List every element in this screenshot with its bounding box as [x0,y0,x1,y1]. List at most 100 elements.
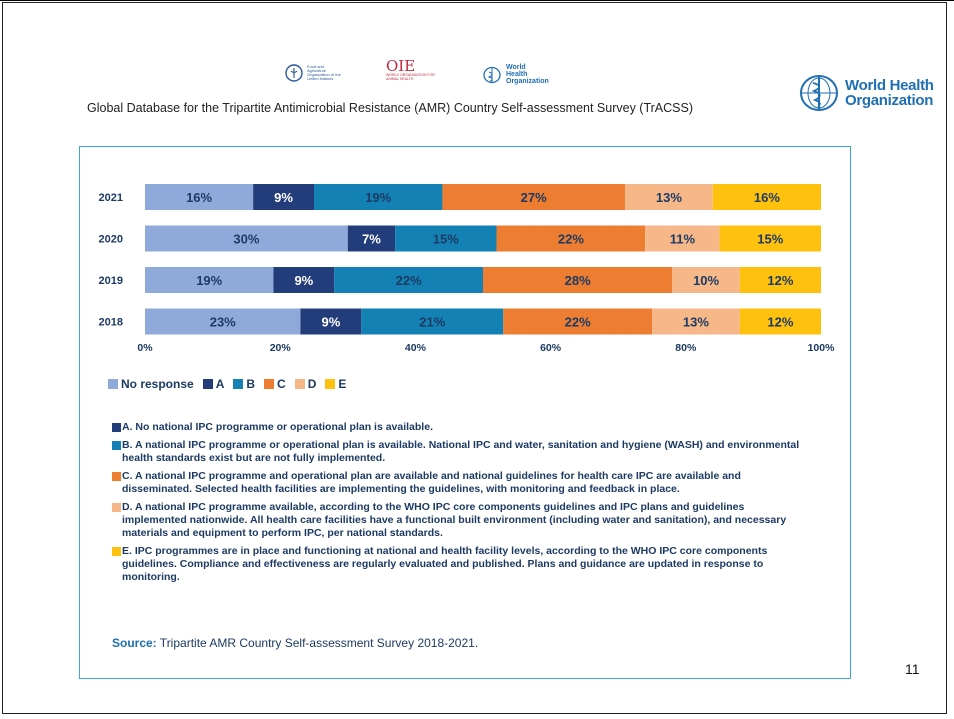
definition-swatch [112,441,121,450]
legend-label: A [215,377,225,391]
definition-b: B. A national IPC programme or operation… [112,439,802,465]
data-label-2020-b: 15% [433,232,459,247]
bar-2020-a [347,225,396,252]
legend-item: C [264,377,286,391]
bar-2019-no-response [145,267,274,293]
legend-swatch [325,379,336,389]
chart-legend: No response A B C D E [108,377,355,391]
bar-2018-no-response [145,308,301,335]
definition-d: D. A national IPC programme available, a… [112,501,802,540]
who-small-logo: World Health Organization [482,64,549,85]
bar-2021-a [253,184,314,210]
oie-logo-text: WORLD ORGANISATION FOR ANIMAL HEALTH [386,73,435,81]
data-label-2018-b: 21% [419,315,445,330]
legend-swatch [202,379,213,389]
data-label-2019-no-response: 19% [196,273,222,288]
bar-2021-c [442,184,625,210]
definition-swatch [112,547,121,556]
legend-swatch [294,379,305,389]
legend-item: No response [108,377,194,391]
bar-2018-b [361,308,504,335]
bar-2021-d [624,184,713,210]
bar-2019-b [334,267,483,293]
who-logo-line2: Organization [845,92,934,109]
fao-logo-text: Food and Agriculture Organization of the… [307,64,341,81]
legend-item: A [202,377,225,391]
who-emblem-icon [800,75,838,111]
bar-2020-d [645,225,720,252]
category-label-2019: 2019 [99,275,123,287]
bar-2018-d [652,308,740,335]
data-label-2019-c: 28% [565,273,591,288]
data-label-2020-c: 22% [558,232,584,247]
definition-swatch [112,503,121,512]
data-label-2018-no-response: 23% [210,315,236,330]
category-label-2021: 2021 [99,192,123,204]
page-title: Global Database for the Tripartite Antim… [87,101,693,115]
legend-item: B [233,377,255,391]
top-edge-line [0,0,954,1]
definition-text: E. IPC programmes are in place and funct… [122,545,768,583]
fao-emblem-icon [285,64,303,82]
legend-item: D [294,377,316,391]
x-tick-label: 20% [270,342,292,354]
data-label-2018-c: 22% [565,315,591,330]
legend-label: B [246,377,256,391]
source-label: Source: [112,636,157,650]
who-emblem-small-icon [483,66,501,83]
definition-c: C. A national IPC programme and operatio… [112,470,802,496]
data-label-2021-a: 9% [274,190,293,205]
oie-logo: OIE WORLD ORGANISATION FOR ANIMAL HEALTH [386,57,436,82]
category-label-2018: 2018 [99,317,123,329]
data-label-2018-d: 13% [683,315,709,330]
legend-label: E [338,377,347,391]
x-tick-label: 40% [405,342,427,354]
bar-2020-no-response [145,225,348,252]
bar-2019-d [672,267,740,293]
category-label-2020: 2020 [99,234,123,246]
definition-text: B. A national IPC programme or operation… [122,439,800,464]
legend-label: No response [121,377,194,391]
definitions-list: A. No national IPC programme or operatio… [112,421,802,589]
data-label-2020-a: 7% [362,232,381,247]
page-number: 11 [905,661,920,677]
definition-a: A. No national IPC programme or operatio… [112,421,802,434]
bar-2019-e [739,267,821,293]
fao-logo: Food and Agriculture Organization of the… [285,64,341,82]
bar-2021-b [314,184,443,210]
data-label-2019-a: 9% [294,273,313,288]
bar-2021-no-response [145,184,254,210]
legend-swatch [264,379,275,389]
bar-2018-c [503,308,652,335]
definition-text: D. A national IPC programme available, a… [122,501,787,539]
data-label-2021-e: 16% [754,190,780,205]
definition-text: A. No national IPC programme or operatio… [122,421,433,433]
definition-e: E. IPC programmes are in place and funct… [112,545,802,584]
x-tick-label: 60% [540,342,562,354]
definition-text: C. A national IPC programme and operatio… [122,470,741,495]
legend-label: C [277,377,286,391]
who-small-logo-text: World Health Organization [506,64,549,85]
legend-swatch [233,379,244,389]
oie-mark: OIE [386,57,416,75]
data-label-2019-d: 10% [693,273,719,288]
who-logo: World Health Organization [798,74,934,112]
data-label-2021-d: 13% [656,190,682,205]
legend-item: E [325,377,346,391]
bar-2020-e [719,225,821,252]
source-text: Tripartite AMR Country Self-assessment S… [156,636,479,650]
data-label-2021-b: 19% [365,190,391,205]
data-label-2020-d: 11% [670,232,696,247]
x-tick-label: 100% [808,342,836,354]
data-label-2020-no-response: 30% [233,232,259,247]
source-note: Source: Tripartite AMR Country Self-asse… [112,636,478,650]
bar-2020-c [496,225,646,252]
data-label-2018-e: 12% [767,315,793,330]
bar-2018-a [300,308,362,335]
bar-2019-c [483,267,673,293]
data-label-2021-no-response: 16% [186,190,212,205]
legend-swatch [108,379,118,389]
who-logo-line1: World Health [845,77,934,94]
